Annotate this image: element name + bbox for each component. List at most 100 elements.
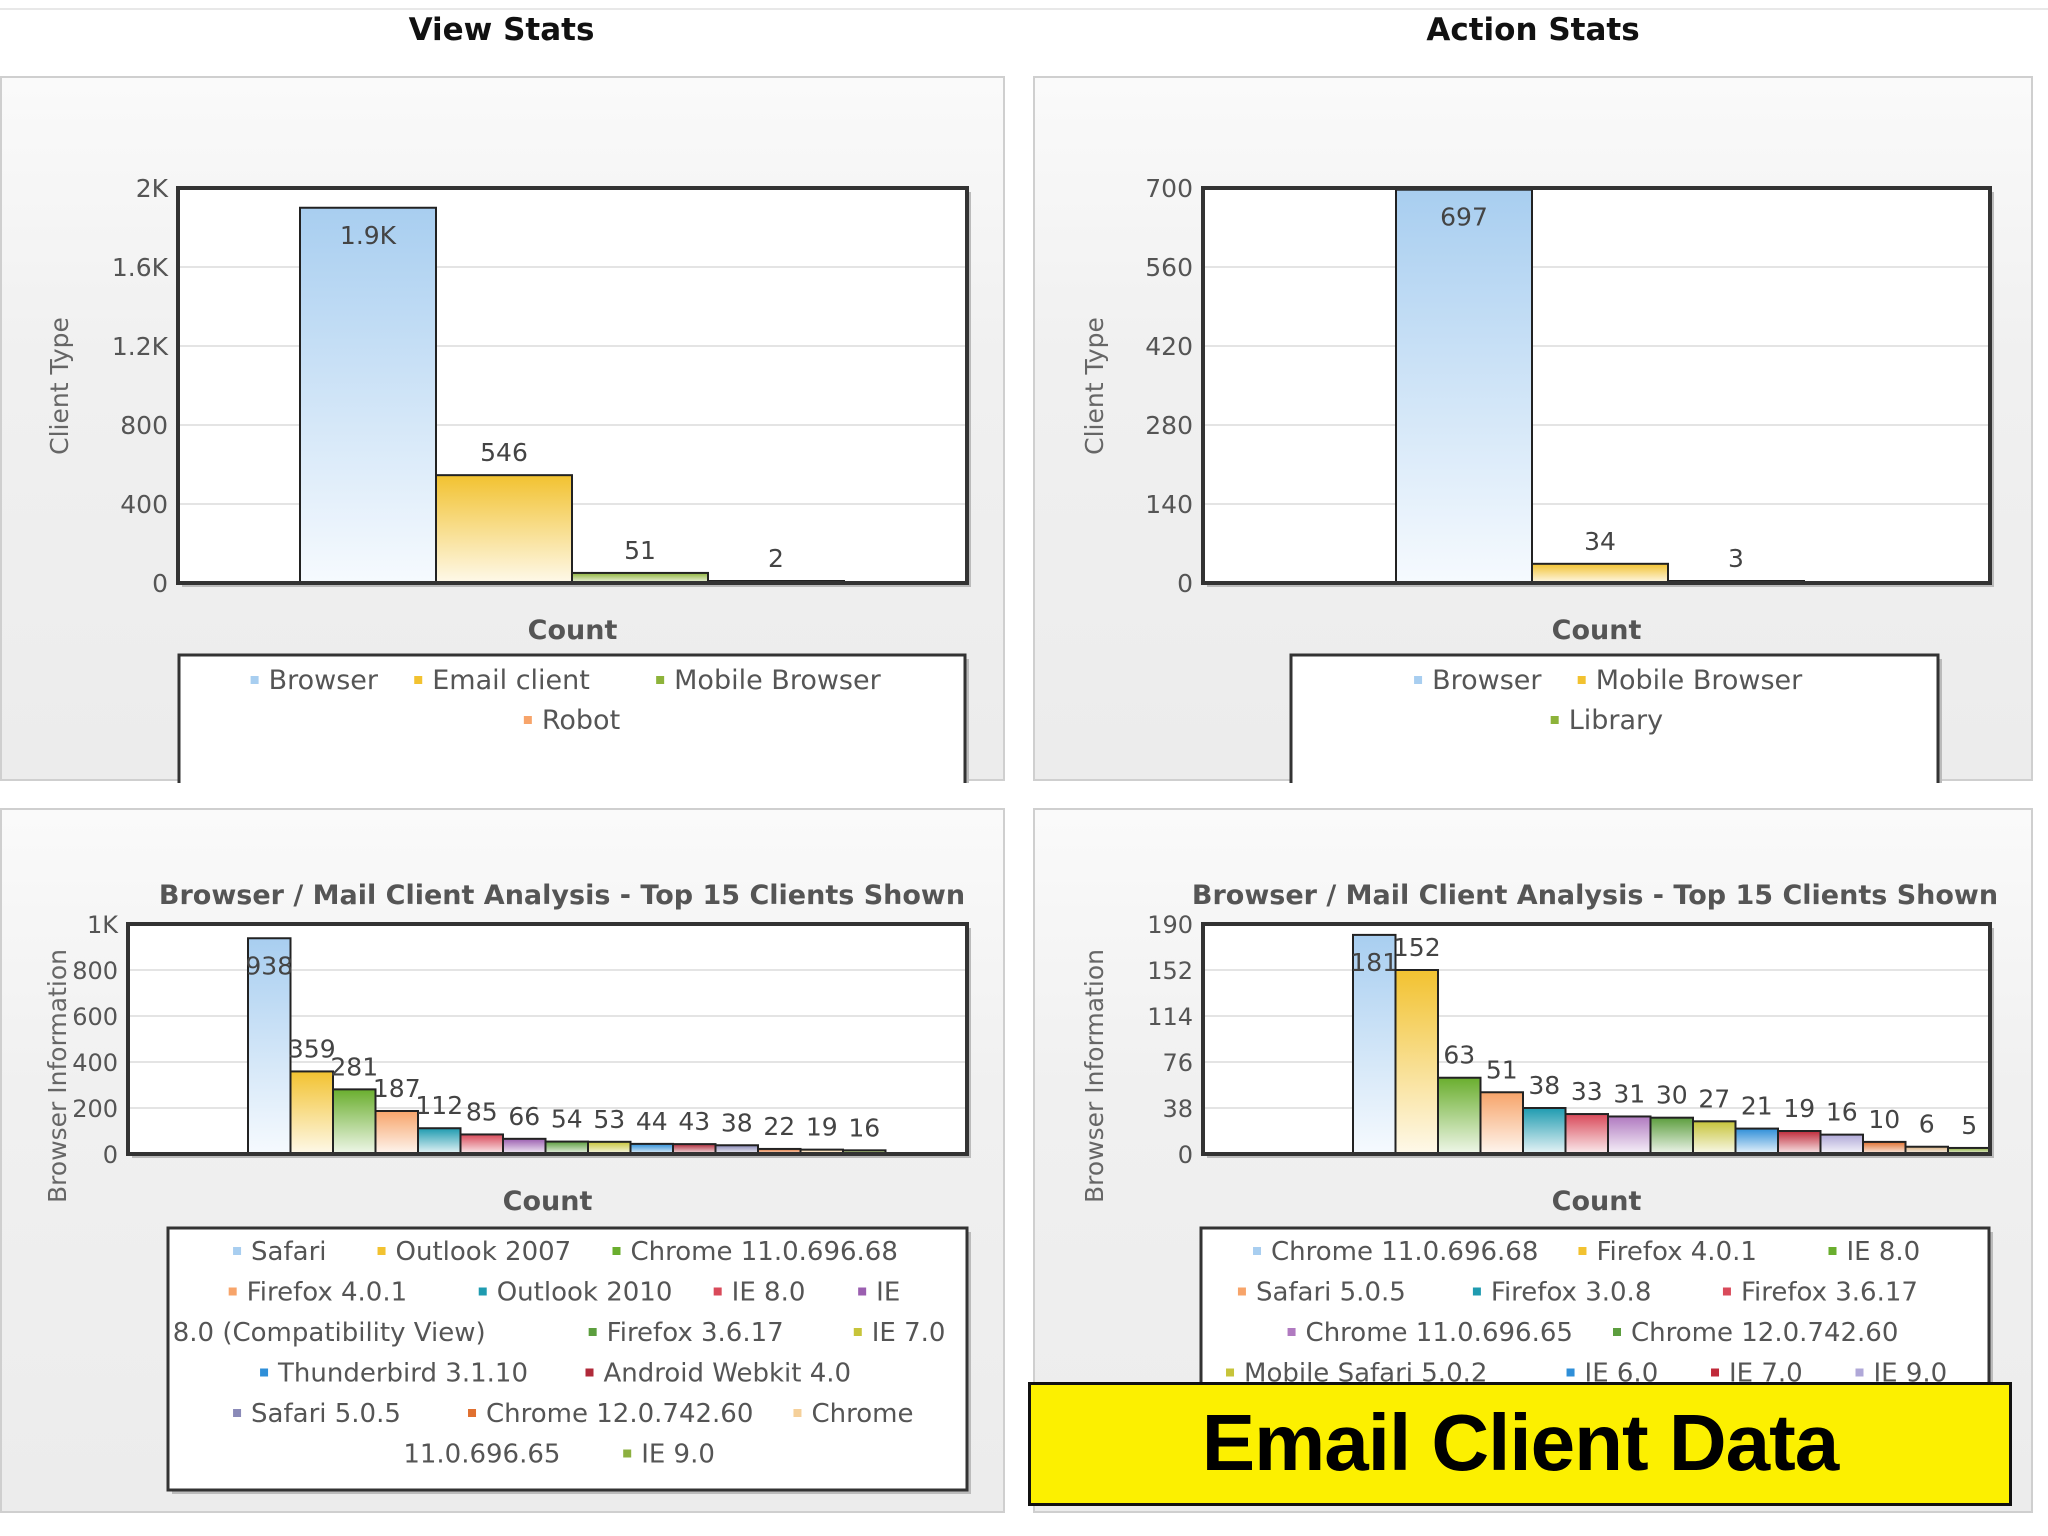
legend-item: Firefox 4.0.1	[247, 1278, 407, 1308]
bar	[1522, 1107, 1567, 1155]
bar-value-label: 31	[1613, 1079, 1645, 1108]
bar	[1479, 1091, 1524, 1155]
y-tick-label: 420	[1145, 332, 1193, 361]
legend-line: Library	[1550, 705, 1663, 736]
legend-item: Safari 5.0.5	[251, 1399, 401, 1429]
legend-swatch	[414, 676, 423, 684]
y-tick-label: 190	[1147, 911, 1193, 939]
y-tick-label: 1K	[87, 911, 119, 939]
plot-border	[176, 186, 969, 585]
bar	[289, 1070, 334, 1155]
action-stats-heading: Action Stats	[1426, 12, 1640, 48]
bar	[502, 1137, 547, 1156]
legend-item: Mobile Browser	[674, 665, 881, 696]
legend-item: 11.0.696.65	[403, 1440, 560, 1470]
legend-swatch	[656, 676, 665, 684]
legend-item: Firefox 3.0.8	[1491, 1278, 1651, 1308]
y-axis-label: Client Type	[1080, 317, 1109, 455]
legend-line: Chrome 11.0.696.68 Firefox 4.0.1 IE 8.0	[1253, 1237, 1920, 1267]
legend-swatch	[1578, 1247, 1587, 1255]
legend-line: Browser Email client Mobile Browser	[250, 665, 882, 696]
y-tick-label: 0	[152, 569, 168, 598]
y-tick-label: 140	[1145, 490, 1193, 519]
legend-swatch	[713, 1287, 722, 1296]
bar-value-label: 5	[1961, 1111, 1977, 1140]
top-divider	[0, 8, 2048, 10]
bar	[1777, 1130, 1822, 1155]
view-stats-heading: View Stats	[408, 12, 595, 48]
legend-item: IE 7.0	[872, 1318, 946, 1348]
legend-swatch	[1613, 1328, 1621, 1336]
x-axis-label: Count	[528, 615, 618, 646]
view-client-type-panel: Client Type Analysis04008001.2K1.6K2K1.9…	[0, 76, 1005, 822]
bar-value-label: 6	[1919, 1110, 1935, 1139]
bar	[299, 206, 437, 584]
chart-title: Browser / Mail Client Analysis - Top 15 …	[1192, 880, 1998, 911]
bar-value-label: 54	[551, 1105, 583, 1134]
bar-value-label: 30	[1656, 1081, 1688, 1110]
legend-box	[166, 1226, 969, 1492]
chart-title: Browser / Mail Client Analysis - Top 15 …	[159, 880, 965, 911]
y-tick-label: 1.6K	[112, 253, 169, 282]
y-tick-label: 280	[1145, 411, 1193, 440]
bar-value-label: 34	[1584, 527, 1616, 556]
bar-value-label: 38	[721, 1108, 753, 1137]
bar-value-label: 85	[466, 1097, 498, 1126]
bar	[1692, 1120, 1737, 1156]
y-tick-label: 76	[1162, 1049, 1193, 1077]
y-tick-label: 400	[72, 1049, 118, 1077]
legend-swatch	[250, 676, 259, 684]
legend-swatch	[1828, 1247, 1837, 1255]
y-axis-label: Client Type	[45, 317, 74, 455]
bar-value-label: 281	[330, 1052, 378, 1081]
y-tick-label: 800	[120, 411, 168, 440]
legend-swatch	[1237, 1287, 1246, 1296]
legend-swatch	[377, 1247, 386, 1255]
y-tick-label: 0	[103, 1141, 118, 1169]
y-tick-label: 2K	[136, 174, 169, 203]
legend-swatch	[585, 1368, 594, 1377]
legend-item: IE 8.0	[1847, 1237, 1921, 1267]
email-client-data-banner: Email Client Data	[1028, 1382, 2012, 1506]
bar-value-label: 2	[768, 544, 784, 573]
bar-value-label: 16	[1826, 1098, 1858, 1127]
legend-swatch	[233, 1247, 242, 1255]
legend-swatch	[1253, 1247, 1262, 1255]
bar-value-label: 51	[624, 536, 656, 565]
bar-value-label: 51	[1486, 1055, 1518, 1084]
y-tick-label: 114	[1147, 1003, 1193, 1031]
legend-item: Safari 5.0.5	[1256, 1278, 1406, 1308]
y-tick-label: 700	[1145, 174, 1193, 203]
action-client-type-panel: Client Type Analysis01402804205607006973…	[1033, 76, 2033, 822]
legend-line: Safari 5.0.5 Chrome 12.0.742.60 Chrome	[233, 1399, 913, 1429]
legend-line: Thunderbird 3.1.10 Android Webkit 4.0	[260, 1359, 851, 1389]
legend-swatch	[1550, 716, 1559, 724]
bar	[1394, 969, 1439, 1155]
bar-value-label: 53	[593, 1105, 625, 1134]
bar-value-label: 938	[245, 951, 293, 980]
plot-border	[126, 922, 969, 1156]
bar-value-label: 22	[763, 1112, 795, 1141]
bar	[332, 1088, 377, 1155]
legend-swatch	[853, 1328, 862, 1336]
y-tick-label: 600	[72, 1003, 118, 1031]
legend-swatch	[612, 1247, 621, 1255]
x-axis-label: Count	[1552, 1186, 1642, 1217]
x-axis-label: Count	[503, 1186, 593, 1217]
legend-swatch	[1577, 676, 1586, 684]
legend-item: Chrome	[811, 1399, 913, 1429]
legend-item: Thunderbird 3.1.10	[277, 1359, 528, 1389]
legend-item: Chrome 11.0.696.65	[1306, 1318, 1573, 1348]
bar	[1734, 1127, 1779, 1156]
action-client-type-chart: Client Type Analysis01402804205607006973…	[1080, 174, 1994, 822]
bar	[1564, 1113, 1609, 1156]
legend-item: Firefox 3.6.17	[607, 1318, 784, 1348]
legend-item: Safari	[251, 1237, 326, 1267]
legend-item: Robot	[542, 705, 620, 736]
legend-item: Firefox 3.6.17	[1741, 1278, 1918, 1308]
bar	[1607, 1115, 1652, 1156]
bar-value-label: 187	[373, 1074, 421, 1103]
y-tick-label: 0	[1178, 1141, 1193, 1169]
legend-item: Browser	[1432, 665, 1542, 696]
legend-swatch	[1855, 1368, 1864, 1377]
